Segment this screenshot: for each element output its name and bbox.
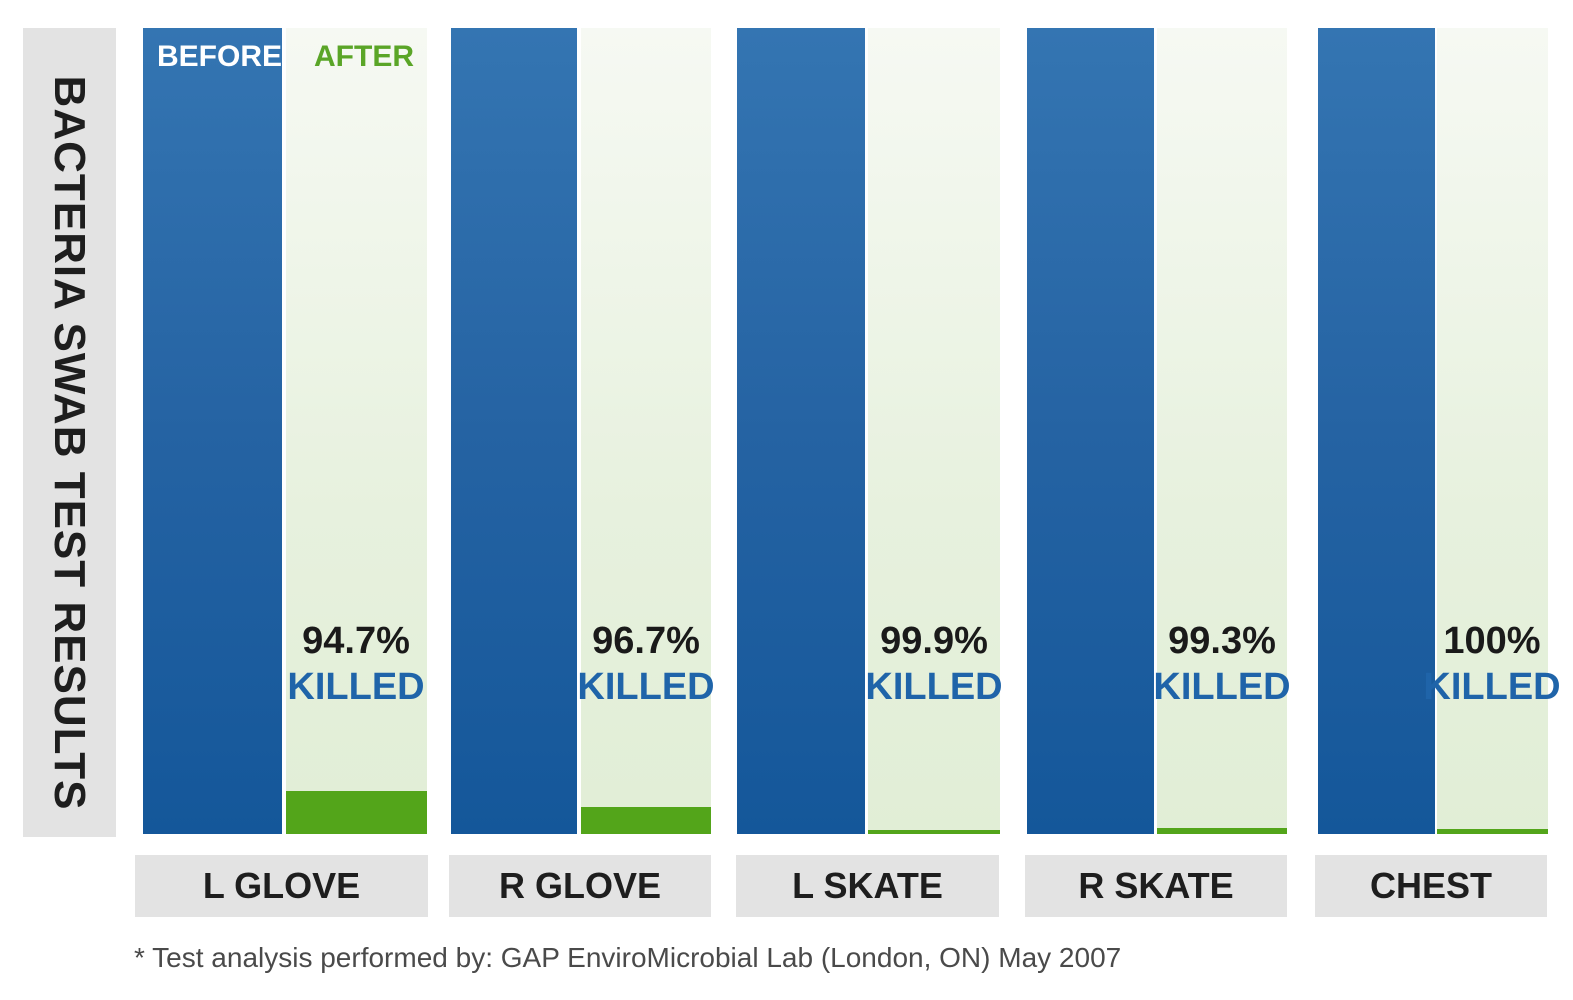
killed-label: KILLED [1423, 666, 1561, 708]
category-box: CHEST [1315, 855, 1547, 917]
category-label: L GLOVE [202, 865, 361, 906]
killed-percent: 99.3% [1168, 620, 1276, 662]
before-bar [737, 28, 865, 834]
title-panel [23, 28, 116, 837]
killed-label: KILLED [287, 666, 425, 708]
category-label: L SKATE [792, 865, 943, 906]
killed-percent: 99.9% [880, 620, 988, 662]
before-bar [451, 28, 577, 834]
after-bar [1157, 828, 1287, 834]
after-panel [1157, 28, 1287, 834]
category-box: R SKATE [1025, 855, 1287, 917]
legend-before: BEFORE [157, 40, 283, 73]
killed-percent: 94.7% [302, 620, 410, 662]
category-label: R SKATE [1078, 865, 1234, 906]
before-bar [1027, 28, 1154, 834]
category-box: L SKATE [736, 855, 999, 917]
after-bar [286, 791, 427, 834]
before-bar [1318, 28, 1435, 834]
after-panel [1437, 28, 1548, 834]
after-panel [286, 28, 427, 834]
category-label: CHEST [1369, 865, 1492, 906]
after-bar [868, 830, 1000, 834]
killed-label: KILLED [1153, 666, 1291, 708]
category-label: R GLOVE [498, 865, 662, 906]
after-panel [581, 28, 711, 834]
killed-label: KILLED [577, 666, 715, 708]
before-bar [143, 28, 282, 834]
chart-title: BACTERIA SWAB TEST RESULTS [45, 75, 94, 811]
after-bar [581, 807, 711, 834]
killed-label: KILLED [865, 666, 1003, 708]
footnote: * Test analysis performed by: GAP Enviro… [134, 942, 1122, 973]
category-box: R GLOVE [449, 855, 711, 917]
after-panel [868, 28, 1000, 834]
killed-percent: 96.7% [592, 620, 700, 662]
killed-percent: 100% [1443, 620, 1541, 662]
legend-after: AFTER [314, 40, 414, 73]
after-bar [1437, 829, 1548, 834]
category-box: L GLOVE [135, 855, 428, 917]
